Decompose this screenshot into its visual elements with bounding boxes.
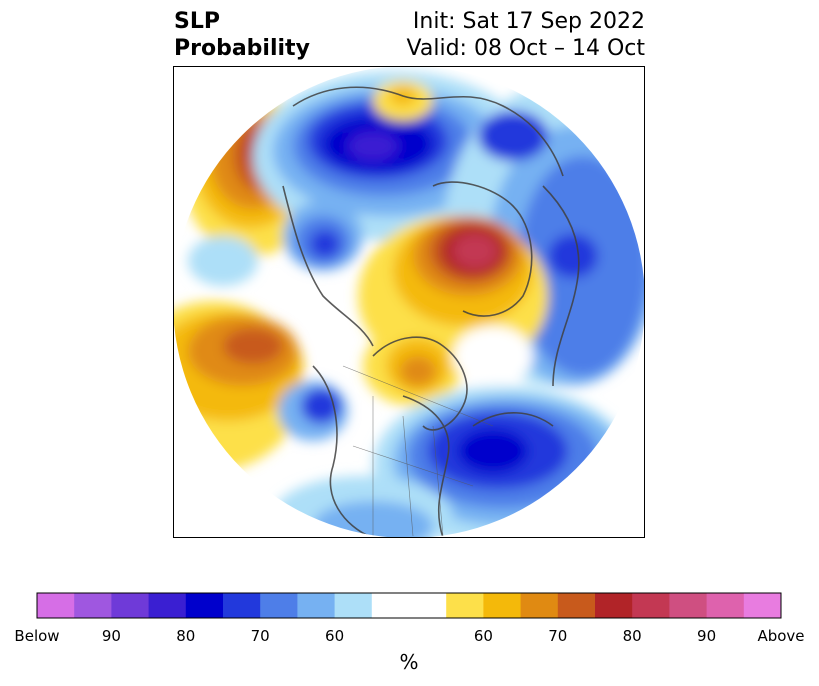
colorbar-below-8 xyxy=(334,593,373,618)
colorbar-tick-label: 90 xyxy=(697,627,717,645)
colorbar-tick-label: 70 xyxy=(548,627,568,645)
colorbar-below-4 xyxy=(185,593,224,618)
map-frame xyxy=(173,66,645,538)
title-probability: Probability xyxy=(174,36,310,61)
chart-title-right: Init: Sat 17 Sep 2022 Valid: 08 Oct – 14… xyxy=(407,8,645,62)
colorbar-below-3 xyxy=(148,593,187,618)
title-slp: SLP xyxy=(174,9,220,34)
colorbar-below-5 xyxy=(223,593,261,618)
colorbar-below-6 xyxy=(260,593,298,618)
valid-range: Valid: 08 Oct – 14 Oct xyxy=(406,36,645,61)
probability-map xyxy=(173,66,645,538)
colorbar-tick-label: 70 xyxy=(250,627,270,645)
colorbar-above-5 xyxy=(632,593,670,618)
colorbar xyxy=(36,592,782,619)
map-disc xyxy=(173,66,645,538)
colorbar-tick-label: 80 xyxy=(176,627,196,645)
colorbar-above-1 xyxy=(483,593,522,618)
chart-title-left: SLP Probability xyxy=(174,8,310,62)
colorbar-below-7 xyxy=(297,593,336,618)
colorbar-tick-label: 60 xyxy=(473,627,493,645)
colorbar-above-6 xyxy=(669,593,708,618)
colorbar-below-1 xyxy=(74,593,112,618)
colorbar-tick-label: Above xyxy=(757,627,805,645)
colorbar-below-2 xyxy=(111,593,150,618)
colorbar-tick-label: 90 xyxy=(101,627,121,645)
colorbar-above-4 xyxy=(595,593,633,618)
colorbar-above-0 xyxy=(446,593,484,618)
colorbar-unit: % xyxy=(399,650,419,674)
colorbar-above-3 xyxy=(557,593,596,618)
colorbar-above-7 xyxy=(706,593,745,618)
coastlines xyxy=(282,86,580,538)
colorbar-above-8 xyxy=(743,593,782,618)
colorbar-tick-label: 60 xyxy=(325,627,345,645)
colorbar-neutral xyxy=(371,593,447,618)
colorbar-tick-label: 80 xyxy=(622,627,642,645)
colorbar-tick-label: Below xyxy=(14,627,60,645)
borders xyxy=(342,365,494,537)
colorbar-frame xyxy=(36,592,782,619)
colorbar-above-2 xyxy=(520,593,559,618)
init-date: Init: Sat 17 Sep 2022 xyxy=(412,9,645,34)
colorbar-below-0 xyxy=(37,593,75,618)
